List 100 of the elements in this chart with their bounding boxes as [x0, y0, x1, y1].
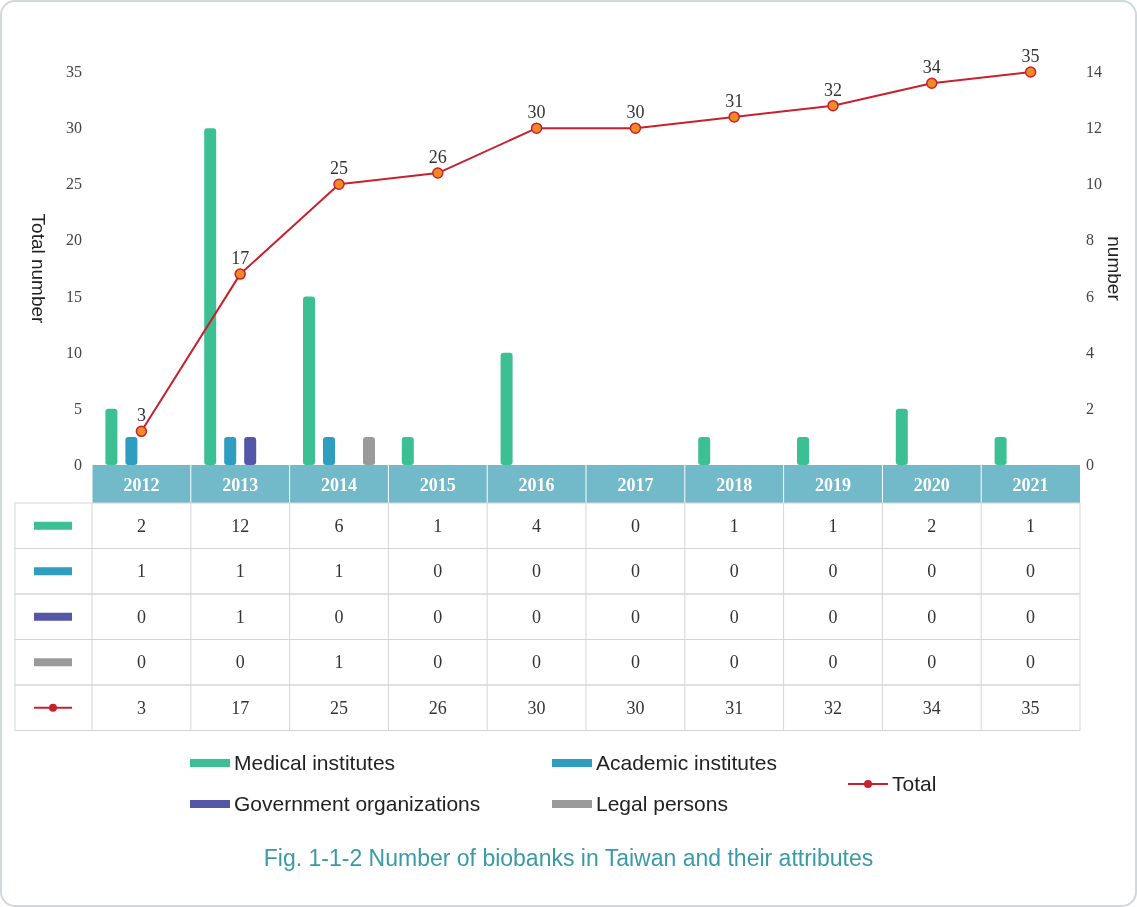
bar	[401, 436, 414, 465]
annotation: 34	[922, 57, 941, 78]
y2-tick-label: 4	[1086, 343, 1094, 361]
data-label: 0	[532, 606, 542, 627]
data-label: 1	[235, 561, 245, 582]
y-tick-label: 0	[74, 456, 82, 473]
data-label: 0	[532, 561, 542, 582]
annotation: 35	[1021, 46, 1040, 66]
annotation: 32	[824, 79, 842, 100]
point	[432, 167, 444, 179]
point	[827, 99, 839, 112]
y-tick-label: 10	[66, 343, 82, 361]
y-axis-title: Total number	[28, 213, 49, 325]
point	[1024, 66, 1037, 78]
y-tick-label: 20	[66, 231, 82, 249]
data-label: 6	[334, 515, 344, 536]
data-label: 0	[729, 652, 739, 673]
y-tick-label: 15	[66, 287, 82, 305]
data-label: 0	[136, 606, 146, 627]
bar	[895, 408, 908, 465]
annotation: 30	[527, 102, 546, 123]
data-label: 0	[1026, 561, 1036, 582]
x-tick-label: 2013	[222, 475, 259, 495]
data-label: 0	[532, 652, 542, 673]
x-tick-label: 2016	[518, 475, 555, 495]
data-label: 2	[136, 515, 146, 536]
annotation: 26	[428, 147, 447, 168]
data-label: 32	[824, 697, 842, 718]
bar	[323, 436, 335, 465]
data-label: 1	[729, 515, 739, 536]
data-label: 1	[1026, 515, 1036, 536]
bar	[125, 436, 138, 465]
y2-axis-title: number	[1104, 236, 1125, 302]
y2-tick-label: 10	[1086, 175, 1102, 193]
data-label: 25	[330, 697, 348, 718]
point	[629, 122, 642, 134]
point	[530, 122, 543, 134]
data-label: 12	[231, 515, 250, 536]
data-label: 0	[927, 652, 937, 673]
y2-tick-label: 12	[1086, 119, 1102, 137]
point	[234, 268, 246, 280]
point	[728, 111, 740, 123]
data-label: 1	[828, 515, 838, 536]
y-tick-label: 25	[66, 175, 82, 193]
annotation: 25	[330, 158, 348, 179]
data-label: 0	[729, 606, 739, 627]
bar	[363, 436, 375, 465]
annotation: 30	[626, 102, 645, 123]
y2-tick-label: 2	[1086, 399, 1094, 417]
data-label: 26	[428, 697, 447, 718]
x-tick-label: 2018	[716, 475, 753, 495]
y-tick-label: 5	[74, 399, 82, 417]
data-label: 0	[630, 515, 640, 536]
data-label: 35	[1021, 697, 1040, 718]
data-label: 0	[828, 606, 838, 627]
legend-label: Legal persons	[596, 792, 728, 815]
data-label: 1	[235, 606, 245, 627]
y2-tick-label: 8	[1086, 231, 1094, 249]
x-tick-label: 2017	[617, 475, 654, 495]
data-label: 0	[433, 652, 443, 673]
bar	[224, 436, 237, 465]
annotation: 17	[231, 248, 250, 269]
point	[926, 77, 938, 89]
bar	[994, 436, 1007, 465]
data-label: 0	[927, 606, 937, 627]
x-tick-label: 2012	[123, 475, 160, 495]
x-tick-label: 2015	[419, 475, 456, 495]
data-label: 0	[927, 561, 937, 582]
x-tick-label: 2021	[1012, 475, 1049, 495]
legend-label: Government organizations	[234, 792, 481, 815]
y2-tick-label: 6	[1086, 287, 1094, 305]
point	[333, 178, 345, 191]
annotation: 31	[725, 90, 744, 111]
annotation: 3	[136, 405, 146, 426]
y-tick-label: 30	[66, 119, 82, 137]
data-label: 1	[334, 561, 344, 582]
data-label: 4	[532, 515, 542, 536]
y-tick-label: 35	[66, 63, 82, 80]
data-label: 0	[334, 606, 344, 627]
data-label: 31	[725, 697, 744, 718]
y2-tick-label: 14	[1086, 63, 1102, 80]
bar	[105, 408, 118, 465]
data-label: 30	[527, 697, 546, 718]
data-label: 0	[828, 561, 838, 582]
bar	[303, 296, 315, 465]
bar	[797, 436, 809, 465]
data-label: 0	[433, 561, 443, 582]
legend-label: Academic institutes	[596, 751, 777, 774]
data-label: 0	[630, 652, 640, 673]
data-label: 0	[1026, 606, 1036, 627]
y2-tick-label: 0	[1086, 456, 1094, 473]
data-label: 0	[235, 652, 245, 673]
data-label: 0	[828, 652, 838, 673]
bar	[500, 352, 513, 465]
data-label: 0	[630, 606, 640, 627]
data-label: 34	[922, 697, 941, 718]
data-label: 0	[136, 652, 146, 673]
data-label: 2	[927, 515, 937, 536]
data-label: 1	[433, 515, 443, 536]
point	[135, 425, 148, 438]
